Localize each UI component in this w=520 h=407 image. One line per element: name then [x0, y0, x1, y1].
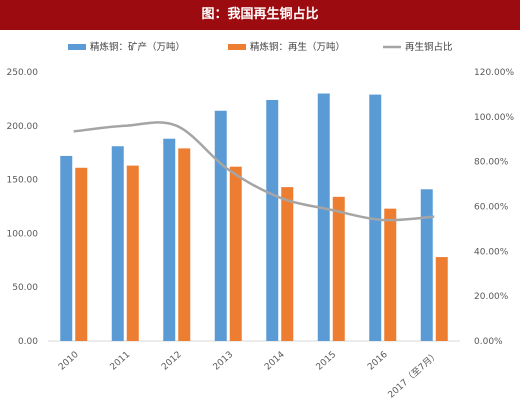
x-tick-label: 2010	[57, 350, 81, 373]
bar	[178, 148, 191, 341]
y-right-tick-label: 120.00%	[474, 68, 514, 78]
legend-label: 精炼铜：矿产（万吨）	[90, 41, 185, 53]
y-left-tick-label: 250.00	[7, 68, 39, 78]
x-tick-label: 2012	[160, 350, 184, 373]
legend-swatch	[68, 44, 86, 50]
series-line-share	[73, 121, 435, 222]
bar	[163, 138, 176, 341]
x-tick-label: 2015	[315, 350, 339, 373]
y-left-tick-label: 50.00	[12, 283, 38, 293]
bar	[126, 165, 139, 341]
bar	[75, 167, 88, 341]
y-left-tick-label: 200.00	[7, 122, 39, 132]
chart-area: 0.00 50.00 100.00 150.00 200.00 250.00 0.00% 20…	[7, 41, 515, 400]
x-tick-label: 2016	[366, 350, 390, 373]
chart-title: 图：我国再生铜占比	[201, 7, 319, 22]
y-right-tick-label: 40.00%	[474, 247, 509, 257]
y-right-tick-label: 60.00%	[474, 203, 509, 213]
bar	[281, 187, 294, 341]
bar	[214, 110, 227, 342]
bar	[317, 93, 330, 341]
y-left-tick-label: 100.00	[7, 229, 39, 239]
bar	[435, 257, 448, 341]
y-right-tick-label: 80.00%	[474, 158, 509, 168]
bar	[369, 94, 382, 341]
legend-label: 再生铜占比	[405, 41, 453, 53]
chart-title-banner: 图：我国再生铜占比	[0, 0, 520, 30]
bar	[384, 208, 397, 341]
bar	[111, 146, 124, 341]
y-right-tick-label: 0.00%	[474, 337, 503, 347]
x-tick-label: 2013	[212, 350, 236, 373]
bar	[266, 99, 279, 341]
y-right-tick-label: 100.00%	[474, 113, 514, 123]
bar	[420, 189, 433, 341]
x-tick-label: 2014	[263, 350, 287, 373]
legend-swatch	[228, 44, 246, 50]
legend-label: 精炼铜：再生（万吨）	[250, 41, 345, 53]
bar	[60, 155, 73, 341]
bar	[229, 166, 242, 341]
bar	[332, 196, 345, 341]
y-left-tick-label: 0.00	[18, 337, 38, 347]
y-right-tick-label: 20.00%	[474, 292, 509, 302]
y-left-tick-label: 150.00	[7, 176, 39, 186]
x-tick-label: 2017（至7月）	[386, 349, 441, 400]
x-tick-label: 2011	[109, 350, 133, 373]
